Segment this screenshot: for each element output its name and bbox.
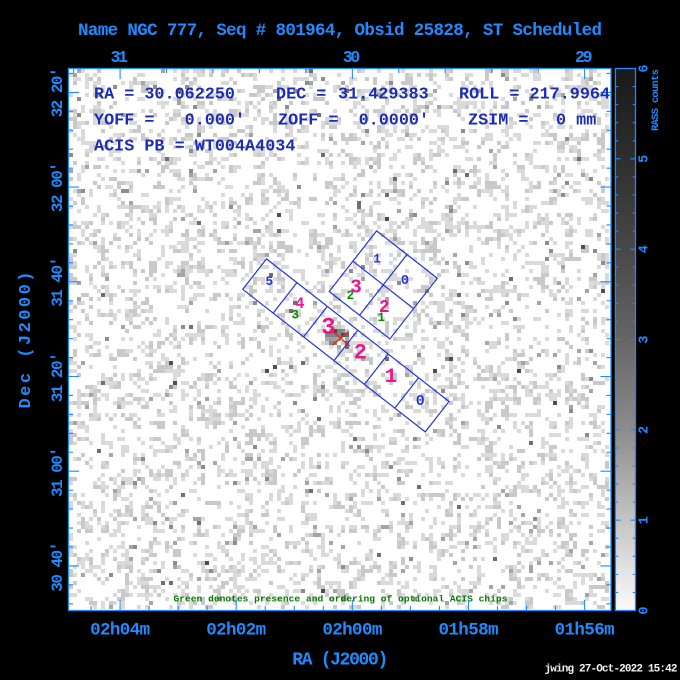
svg-text:02h04m: 02h04m — [90, 621, 150, 641]
svg-text:1: 1 — [385, 366, 397, 389]
svg-text:3: 3 — [350, 277, 362, 299]
svg-text:31 00': 31 00' — [49, 447, 67, 497]
svg-text:01h58m: 01h58m — [439, 621, 499, 641]
svg-text:ROLL = 217.9964: ROLL = 217.9964 — [459, 86, 610, 105]
svg-text:ZOFF = 0.0000': ZOFF = 0.0000' — [278, 112, 429, 131]
svg-text:Green denotes presence and ord: Green denotes presence and ordering of o… — [174, 593, 508, 604]
svg-text:5: 5 — [638, 155, 653, 163]
svg-text:2: 2 — [347, 289, 355, 303]
svg-text:5: 5 — [265, 274, 273, 289]
svg-text:02h02m: 02h02m — [206, 621, 266, 641]
svg-text:30 40': 30 40' — [49, 542, 67, 592]
svg-text:4: 4 — [295, 295, 304, 313]
svg-text:1: 1 — [373, 252, 381, 266]
svg-text:RA (J2000): RA (J2000) — [292, 651, 388, 671]
svg-text:Name NGC 777, Seq # 801964, Ob: Name NGC 777, Seq # 801964, Obsid 25828,… — [78, 21, 602, 41]
svg-text:2: 2 — [638, 426, 653, 434]
svg-text:6: 6 — [638, 64, 653, 72]
svg-text:0: 0 — [401, 273, 409, 289]
svg-text:Dec (J2000): Dec (J2000) — [17, 272, 36, 409]
svg-text:RA = 30.062250: RA = 30.062250 — [94, 86, 235, 105]
svg-text:0 mm: 0 mm — [556, 112, 596, 131]
svg-text:ACIS PB = WT004A4034: ACIS PB = WT004A4034 — [94, 138, 295, 157]
svg-text:32 20': 32 20' — [49, 67, 67, 117]
svg-text:2: 2 — [379, 298, 390, 318]
svg-text:3: 3 — [321, 315, 335, 342]
svg-text:01h56m: 01h56m — [555, 621, 615, 641]
svg-text:31 40': 31 40' — [49, 257, 67, 307]
svg-text:29: 29 — [575, 48, 593, 67]
svg-text:31.429383: 31.429383 — [338, 86, 429, 105]
svg-text:0: 0 — [416, 393, 425, 410]
svg-text:3: 3 — [638, 335, 653, 343]
svg-text:2: 2 — [354, 341, 367, 366]
svg-text:3: 3 — [292, 308, 300, 322]
svg-text:DEC =: DEC = — [276, 86, 326, 105]
svg-text:ZSIM =: ZSIM = — [468, 112, 528, 131]
svg-text:YOFF = 0.000': YOFF = 0.000' — [94, 112, 245, 131]
svg-text:31: 31 — [110, 48, 128, 67]
svg-text:jwing 27-Oct-2022 15:42: jwing 27-Oct-2022 15:42 — [545, 664, 678, 676]
svg-text:31 20': 31 20' — [49, 352, 67, 402]
svg-text:30: 30 — [343, 48, 361, 67]
svg-text:32 00': 32 00' — [49, 162, 67, 212]
svg-text:1: 1 — [377, 311, 385, 325]
svg-text:RASS counts: RASS counts — [650, 69, 662, 131]
svg-text:4: 4 — [638, 245, 653, 253]
svg-text:1: 1 — [638, 516, 653, 524]
svg-text:0: 0 — [638, 606, 653, 614]
svg-text:02h00m: 02h00m — [322, 621, 382, 641]
